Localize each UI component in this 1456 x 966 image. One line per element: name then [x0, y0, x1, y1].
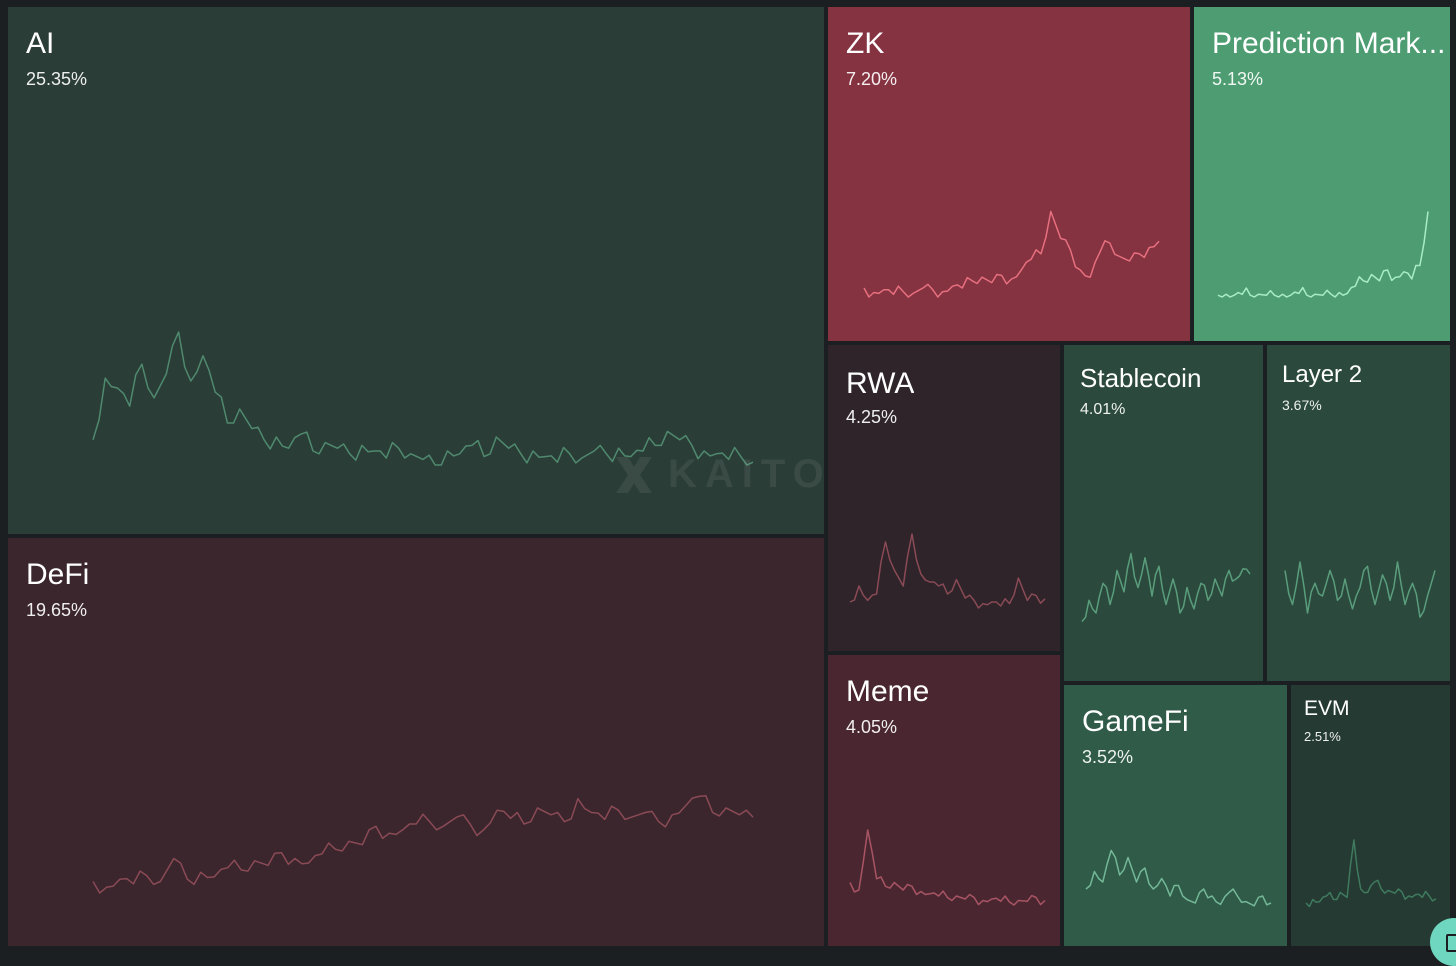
tile-percentage: 4.01%	[1080, 401, 1126, 418]
tile-layer-2[interactable]: Layer 2 3.67%	[1265, 343, 1452, 683]
sparkline	[1284, 561, 1436, 619]
sparkline	[849, 829, 1046, 906]
sparkline-path	[1284, 561, 1436, 619]
tile-meme[interactable]: Meme 4.05%	[826, 653, 1062, 948]
tile-percentage: 2.51%	[1304, 729, 1341, 744]
sparkline	[849, 533, 1046, 609]
tile-name: Prediction Mark...	[1212, 27, 1446, 60]
tile-stablecoin[interactable]: Stablecoin 4.01%	[1062, 343, 1265, 683]
tile-percentage: 5.13%	[1212, 69, 1264, 89]
tile-name: RWA	[846, 367, 915, 400]
tile-name: ZK	[846, 27, 885, 60]
tile-percentage: 25.35%	[26, 69, 88, 89]
sparkline	[1085, 849, 1272, 907]
tile-zk[interactable]: ZK 7.20%	[826, 5, 1192, 343]
sparkline-path	[863, 210, 1160, 298]
tile-percentage: 4.25%	[846, 407, 898, 427]
tile-evm[interactable]: EVM 2.51%	[1289, 683, 1452, 948]
tile-name: Layer 2	[1282, 361, 1363, 388]
tile-percentage: 19.65%	[26, 600, 88, 620]
sparkline-path	[92, 331, 754, 466]
tile-defi[interactable]: DeFi 19.65%	[6, 536, 826, 948]
tile-percentage: 3.67%	[1282, 397, 1322, 413]
sparkline	[1217, 211, 1429, 298]
sparkline-path	[1085, 849, 1272, 907]
sparkline-path	[92, 795, 754, 894]
tile-name: AI	[26, 27, 55, 60]
tile-name: EVM	[1304, 697, 1350, 720]
sparkline	[92, 331, 754, 466]
sparkline	[1305, 839, 1437, 908]
tile-percentage: 4.05%	[846, 717, 898, 737]
tile-percentage: 7.20%	[846, 69, 898, 89]
sparkline	[92, 795, 754, 894]
sparkline-path	[1081, 552, 1251, 622]
tile-rwa[interactable]: RWA 4.25%	[826, 343, 1062, 653]
tile-name: DeFi	[26, 558, 90, 591]
tile-name: Meme	[846, 675, 930, 708]
sparkline	[863, 210, 1160, 298]
tile-percentage: 3.52%	[1082, 747, 1134, 767]
tile-name: Stablecoin	[1080, 363, 1202, 393]
tile-prediction-markets[interactable]: Prediction Mark... 5.13%	[1192, 5, 1452, 343]
sparkline	[1081, 552, 1251, 622]
tile-gamefi[interactable]: GameFi 3.52%	[1062, 683, 1289, 948]
sparkline-path	[1305, 839, 1437, 908]
sparkline-path	[1217, 211, 1429, 298]
sparkline-path	[849, 533, 1046, 609]
tile-name: GameFi	[1082, 705, 1189, 738]
tile-ai[interactable]: AI 25.35%	[6, 5, 826, 536]
sparkline-path	[849, 829, 1046, 906]
